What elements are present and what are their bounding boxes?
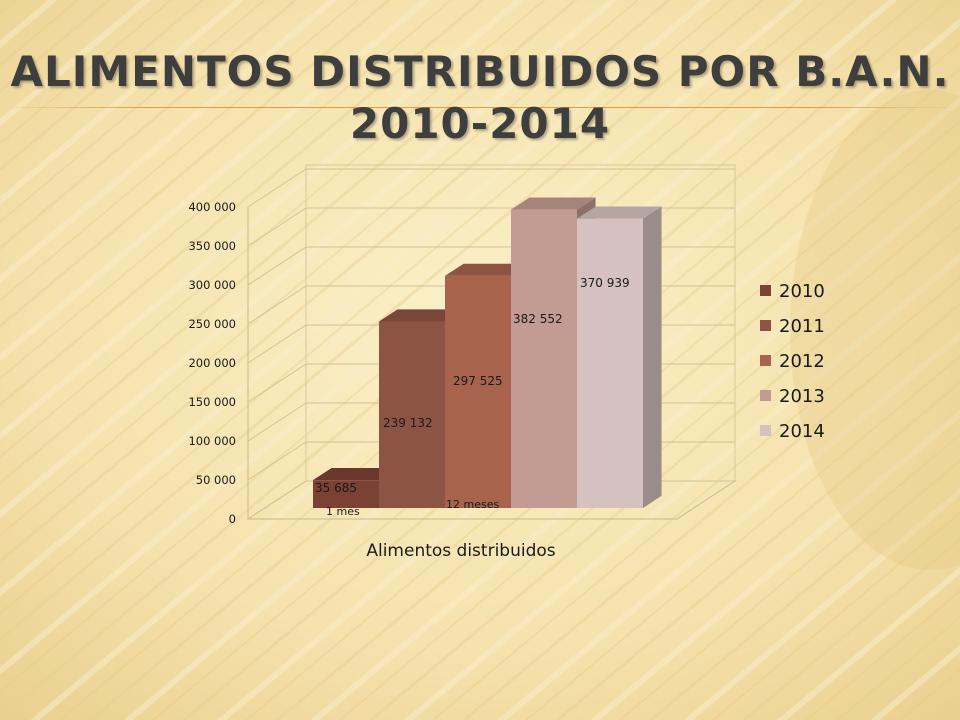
gridline-depth [247, 285, 307, 325]
legend-label-2011: 2011 [779, 316, 825, 337]
data-label-2012: 297 525 [453, 374, 503, 388]
gridline-depth [247, 441, 307, 481]
gridline-depth [247, 402, 307, 442]
annotation: 1 mes [326, 505, 360, 518]
y-tick-label: 100 000 [188, 434, 236, 448]
data-label-2010: 35 685 [315, 481, 357, 495]
bar-front-2011 [379, 321, 445, 508]
y-tick-label: 350 000 [188, 239, 236, 253]
slide-title: ALIMENTOS DISTRIBUIDOS POR B.A.N. 2010-2… [0, 46, 960, 150]
gridline-depth [247, 324, 307, 364]
bar-2014 [577, 206, 662, 509]
y-tick-label: 150 000 [188, 395, 236, 409]
legend-swatch-2014 [760, 425, 771, 436]
y-tick-label: 400 000 [188, 200, 236, 214]
bar-front-2013 [511, 209, 577, 508]
bar-front-2010 [313, 480, 379, 508]
bar-front-2012 [445, 275, 511, 508]
y-tick-label: 250 000 [188, 317, 236, 331]
gridline-depth [247, 168, 307, 208]
y-tick-label: 0 [229, 512, 236, 526]
chart-legend: 2010 2011 2012 2013 2014 [760, 281, 825, 442]
gridline-depth [247, 480, 307, 520]
legend-swatch-2012 [760, 355, 771, 366]
y-tick-label: 200 000 [188, 356, 236, 370]
y-tick-label: 50 000 [196, 473, 236, 487]
legend-label-2010: 2010 [779, 281, 825, 302]
slide-title-line-1: ALIMENTOS DISTRIBUIDOS POR B.A.N. [10, 47, 950, 96]
y-axis-ticks: 0 50 000 100 000 150 000 200 000 250 000 300 0… [188, 200, 236, 526]
legend-swatch-2010 [760, 285, 771, 296]
bar-top-2012 [445, 263, 530, 276]
chart-data-labels: 35 685 239 132 297 525 382 552 370 939 [315, 276, 630, 495]
bar-top-2010 [313, 468, 398, 481]
legend-label-2013: 2013 [779, 386, 825, 407]
legend-label-2012: 2012 [779, 351, 825, 372]
chart-annotations: 1 mes 12 meses [326, 498, 499, 518]
gridline-depth [247, 207, 307, 247]
bar-side-2014 [643, 206, 662, 509]
legend-swatch-2013 [760, 390, 771, 401]
bar-top-2013 [511, 197, 596, 210]
slide-title-line-2: 2010-2014 [349, 99, 611, 148]
gridline-depth [247, 363, 307, 403]
bar-front-2014 [577, 218, 643, 508]
title-underline [0, 107, 960, 108]
x-axis-label: Alimentos distribuidos [366, 541, 555, 561]
bar-top-2011 [379, 309, 464, 322]
data-label-2013: 382 552 [513, 312, 563, 326]
annotation: 12 meses [446, 498, 499, 511]
chart-bars [313, 197, 662, 509]
legend-swatch-2011 [760, 320, 771, 331]
y-tick-label: 300 000 [188, 278, 236, 292]
data-label-2011: 239 132 [383, 416, 433, 430]
bar-top-2014 [577, 206, 662, 219]
legend-label-2014: 2014 [779, 421, 825, 442]
data-label-2014: 370 939 [580, 276, 630, 290]
gridline-depth [247, 246, 307, 286]
